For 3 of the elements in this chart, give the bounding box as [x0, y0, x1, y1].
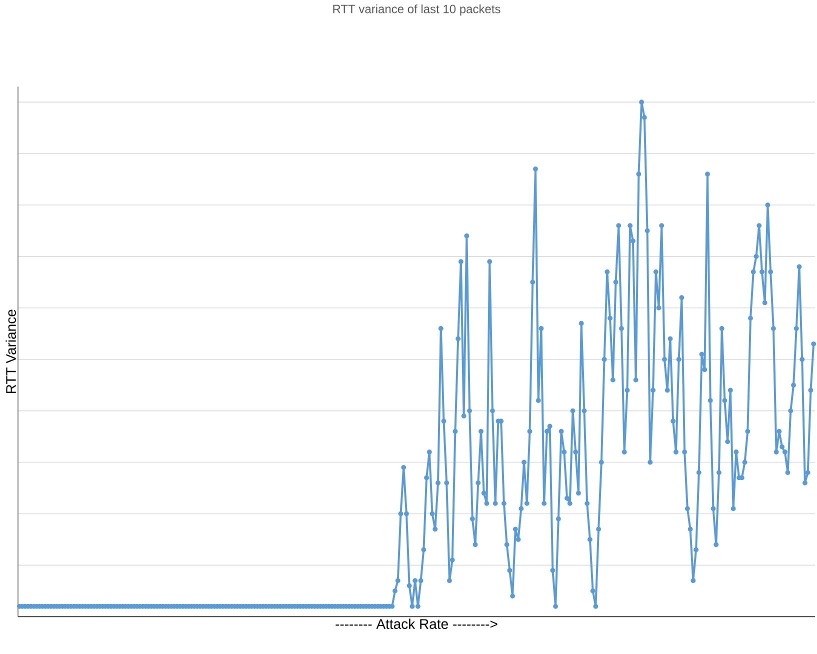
x-axis-title: -------- Attack Rate -------->	[336, 618, 498, 630]
y-axis-title: RTT Variance	[6, 310, 16, 394]
chart-title: RTT variance of last 10 packets	[333, 4, 500, 16]
